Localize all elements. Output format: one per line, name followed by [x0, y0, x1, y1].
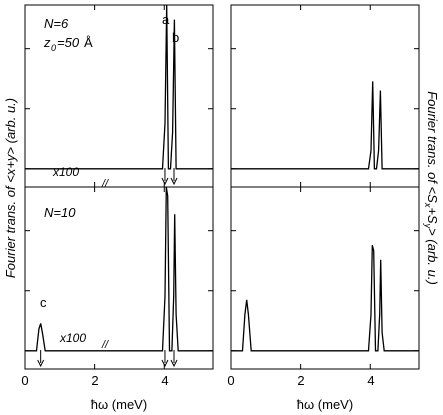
y-ticks: [25, 230, 213, 352]
panel-bottom-left: N=10 c x100 //: [24, 186, 214, 370]
axis-break-mark: //: [101, 178, 109, 190]
x-axis-label-left: ħω (meV): [91, 397, 147, 412]
annotation-z-symbol: z: [43, 35, 51, 50]
annotation-n: N=6: [44, 16, 69, 31]
right-label-part-2: +S: [425, 207, 440, 224]
peak-label-c: c: [40, 295, 47, 310]
axis-break-gap: [101, 180, 117, 190]
annotation-z-value: =50: [57, 35, 80, 50]
arrow-head: [37, 359, 45, 368]
x-ticks: [230, 5, 371, 187]
x-ticks: [24, 5, 165, 187]
panel-frame: [24, 186, 214, 370]
peak-arrows: [161, 168, 178, 186]
x-axis-label-right: ħω (meV): [297, 397, 353, 412]
arrow-head: [170, 359, 178, 368]
y-ticks: [231, 230, 419, 352]
arrow-head: [161, 359, 169, 368]
peak-arrows: [37, 350, 178, 368]
panel-top-left: N=6 z 0 =50 Å a b x100 //: [24, 4, 214, 190]
annotation-n: N=10: [44, 205, 76, 220]
annotation-angstrom: Å: [84, 35, 93, 50]
peak-label-b: b: [172, 30, 179, 45]
panel-frame: [24, 4, 214, 188]
right-label-part-1: Fourier trans. of <S: [425, 91, 440, 203]
spectrum-line: [231, 81, 419, 170]
panel-frame: [230, 186, 420, 370]
spectrum-line: [25, 186, 213, 352]
right-label-sub-y: y: [423, 223, 433, 229]
x-ticks: [230, 187, 371, 369]
y-ticks: [231, 48, 419, 170]
right-label-sub-x: x: [423, 202, 433, 208]
right-y-axis-label: Fourier trans. of <Sx+Sy> (arb. u.): [423, 91, 440, 285]
peak-label-a: a: [162, 12, 170, 27]
x-ticks: [24, 187, 165, 369]
x-tick-label-0-left: 0: [21, 373, 28, 388]
annotation-z-subscript: 0: [51, 43, 56, 53]
x-tick-label-0-right: 0: [227, 373, 234, 388]
panel-frame: [230, 4, 420, 188]
arrow-head: [161, 177, 169, 186]
scale-factor-label: x100: [59, 331, 86, 345]
axis-break-gap: [101, 339, 117, 349]
panel-top-right: [230, 4, 420, 188]
x-tick-label-2-right: 2: [297, 373, 304, 388]
x-tick-label-2-left: 2: [91, 373, 98, 388]
spectrum-line: [231, 245, 419, 352]
arrow-head: [170, 177, 178, 186]
spectrum-line: [25, 4, 213, 170]
panel-bottom-right: [230, 186, 420, 370]
y-ticks: [25, 48, 213, 170]
axis-break-mark: //: [101, 339, 109, 351]
scale-factor-label: x100: [52, 165, 79, 179]
x-tick-label-4-left: 4: [161, 373, 168, 388]
right-label-part-3: > (arb. u.): [425, 228, 440, 285]
x-tick-label-4-right: 4: [367, 373, 374, 388]
left-y-axis-label: Fourier trans. of <x+y> (arb. u.): [3, 98, 18, 278]
